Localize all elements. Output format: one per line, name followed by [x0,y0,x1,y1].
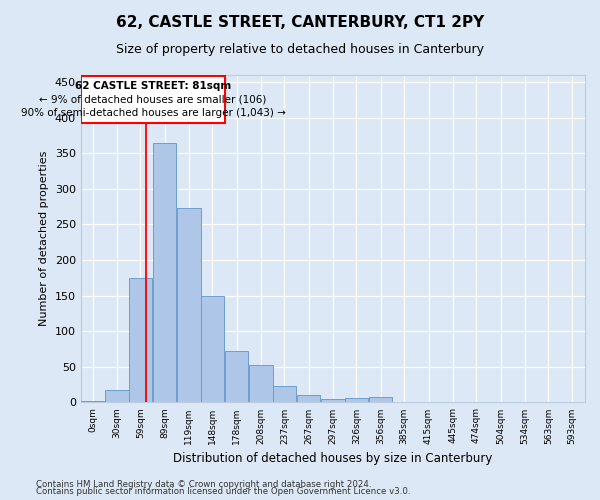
Bar [345,398,368,402]
Text: 62, CASTLE STREET, CANTERBURY, CT1 2PY: 62, CASTLE STREET, CANTERBURY, CT1 2PY [116,15,484,30]
Text: Contains public sector information licensed under the Open Government Licence v3: Contains public sector information licen… [36,487,410,496]
Text: Size of property relative to detached houses in Canterbury: Size of property relative to detached ho… [116,42,484,56]
Bar [249,364,272,403]
Bar [105,390,128,402]
Bar [225,351,248,403]
Bar [200,296,224,403]
Bar [369,398,392,402]
FancyBboxPatch shape [82,76,225,124]
Bar [322,399,345,402]
Text: Contains HM Land Registry data © Crown copyright and database right 2024.: Contains HM Land Registry data © Crown c… [36,480,371,489]
Text: 62 CASTLE STREET: 81sqm: 62 CASTLE STREET: 81sqm [75,80,231,90]
Bar [297,396,320,402]
Text: ← 9% of detached houses are smaller (106): ← 9% of detached houses are smaller (106… [40,94,267,104]
Bar [177,208,200,402]
Bar [153,142,176,402]
Bar [273,386,296,402]
Bar [81,401,104,402]
Bar [128,278,152,402]
Text: 90% of semi-detached houses are larger (1,043) →: 90% of semi-detached houses are larger (… [20,108,286,118]
Y-axis label: Number of detached properties: Number of detached properties [39,151,49,326]
X-axis label: Distribution of detached houses by size in Canterbury: Distribution of detached houses by size … [173,452,493,465]
